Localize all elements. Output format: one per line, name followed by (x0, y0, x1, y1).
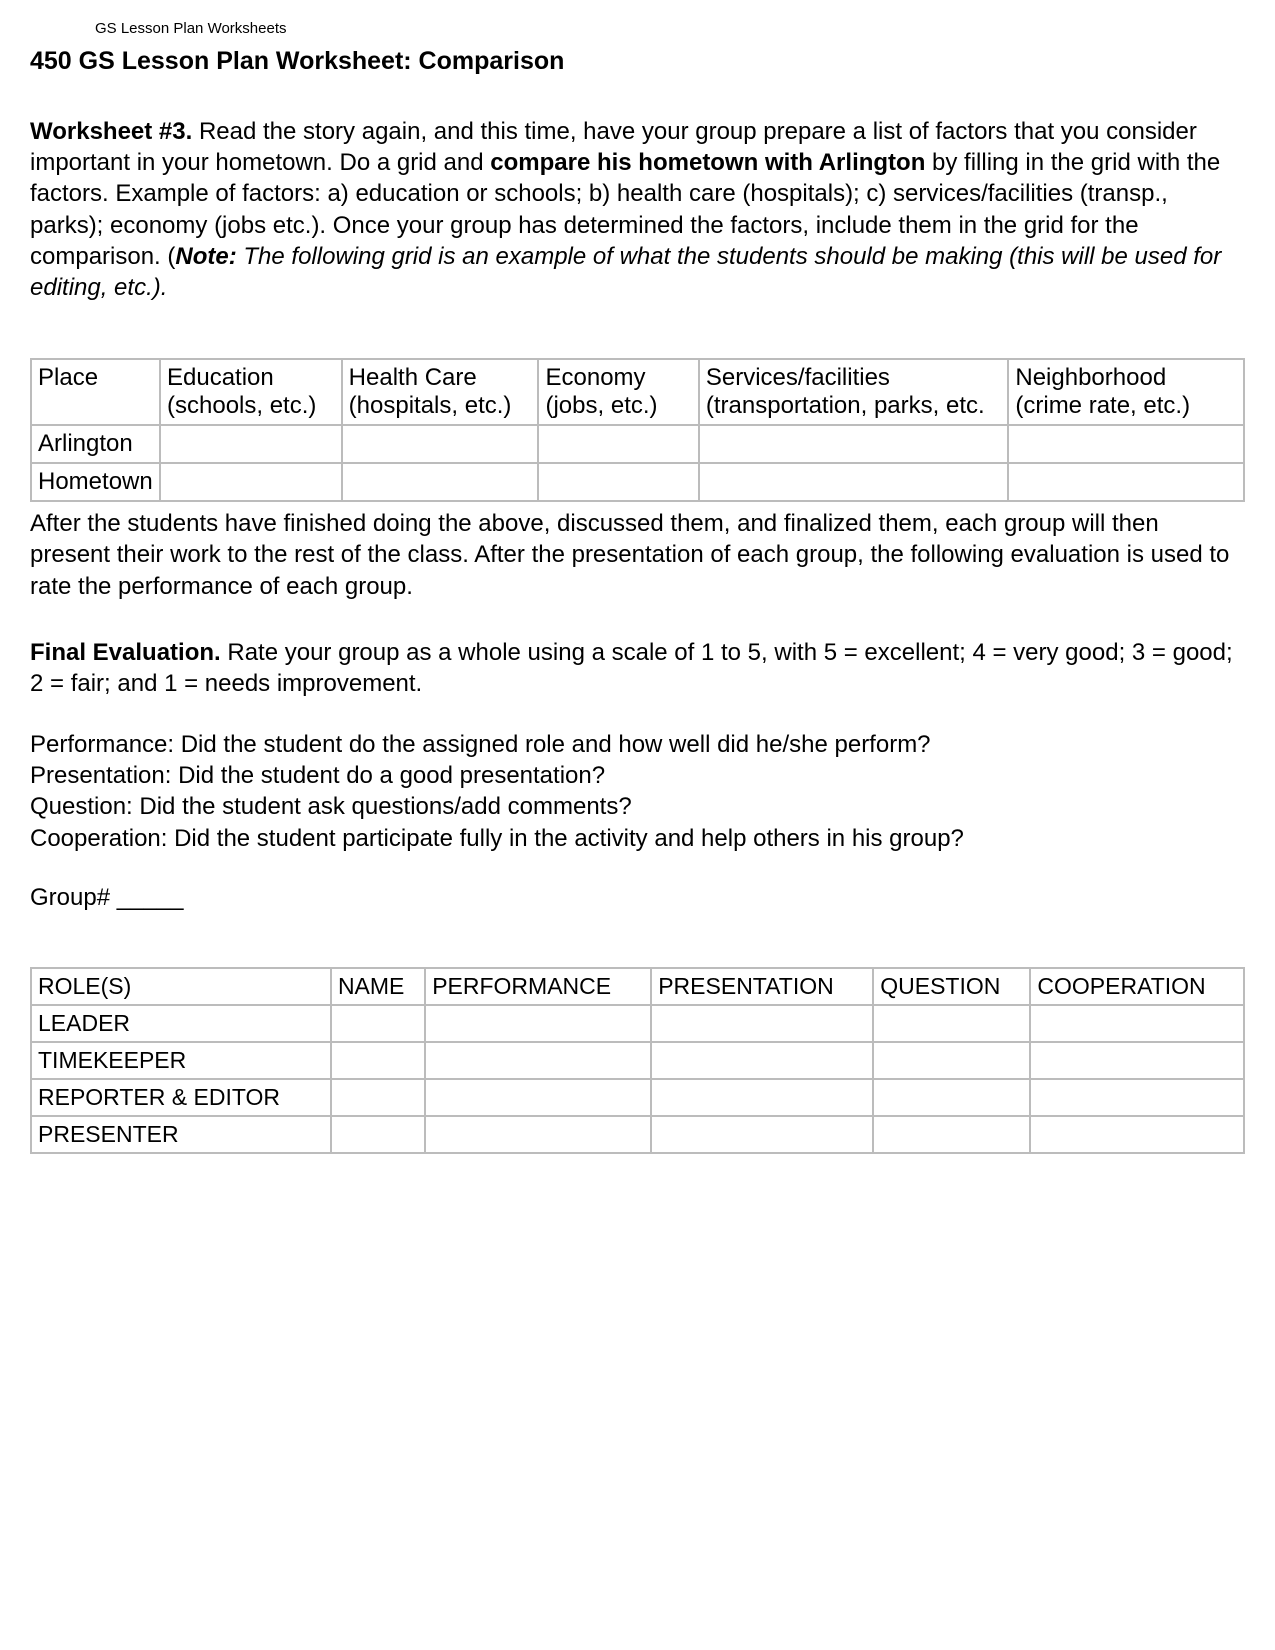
cell (425, 1116, 651, 1153)
col-healthcare: Health Care (hospitals, etc.) (342, 359, 539, 425)
table-header-row: Place Education (schools, etc.) Health C… (31, 359, 1244, 425)
cell (873, 1079, 1030, 1116)
cell (873, 1042, 1030, 1079)
table-row: REPORTER & EDITOR (31, 1079, 1244, 1116)
col-roles: ROLE(S) (31, 968, 331, 1005)
cell (699, 425, 1009, 463)
cell (873, 1116, 1030, 1153)
cell (331, 1116, 425, 1153)
comparison-table: Place Education (schools, etc.) Health C… (30, 358, 1245, 502)
worksheet-label: Worksheet #3. (30, 118, 192, 145)
cell: TIMEKEEPER (31, 1042, 331, 1079)
criteria-block: Performance: Did the student do the assi… (30, 729, 1245, 854)
col-name: NAME (331, 968, 425, 1005)
table-row: Hometown (31, 463, 1244, 501)
cell: LEADER (31, 1005, 331, 1042)
cell (425, 1042, 651, 1079)
col-education: Education (schools, etc.) (160, 359, 342, 425)
criteria-question: Question: Did the student ask questions/… (30, 791, 1245, 822)
table-row: LEADER (31, 1005, 1244, 1042)
cell (331, 1042, 425, 1079)
cell: REPORTER & EDITOR (31, 1079, 331, 1116)
col-place: Place (31, 359, 160, 425)
note-label: Note: (175, 243, 236, 270)
cell (538, 425, 698, 463)
cell (1030, 1116, 1244, 1153)
cell (425, 1079, 651, 1116)
cell (160, 463, 342, 501)
cell (1008, 463, 1244, 501)
worksheet-page: GS Lesson Plan Worksheets 450 GS Lesson … (0, 0, 1275, 1200)
cell (342, 425, 539, 463)
cell (331, 1079, 425, 1116)
cell (1008, 425, 1244, 463)
col-neighborhood: Neighborhood (crime rate, etc.) (1008, 359, 1244, 425)
table-row: PRESENTER (31, 1116, 1244, 1153)
col-presentation: PRESENTATION (651, 968, 873, 1005)
criteria-presentation: Presentation: Did the student do a good … (30, 760, 1245, 791)
cell (873, 1005, 1030, 1042)
table-row: Arlington (31, 425, 1244, 463)
col-question: QUESTION (873, 968, 1030, 1005)
criteria-performance: Performance: Did the student do the assi… (30, 729, 1245, 760)
cell (1030, 1079, 1244, 1116)
cell (651, 1005, 873, 1042)
page-header: GS Lesson Plan Worksheets (95, 20, 1245, 37)
worksheet-instructions: Worksheet #3. Read the story again, and … (30, 116, 1245, 303)
final-eval-label: Final Evaluation. (30, 639, 221, 666)
cell (651, 1116, 873, 1153)
col-cooperation: COOPERATION (1030, 968, 1244, 1005)
after-table-text: After the students have finished doing t… (30, 508, 1245, 602)
page-title: 450 GS Lesson Plan Worksheet: Comparison (30, 47, 1245, 76)
table-row: TIMEKEEPER (31, 1042, 1244, 1079)
cell (651, 1042, 873, 1079)
cell (1030, 1042, 1244, 1079)
criteria-cooperation: Cooperation: Did the student participate… (30, 823, 1245, 854)
table-header-row: ROLE(S) NAME PERFORMANCE PRESENTATION QU… (31, 968, 1244, 1005)
instr-bold: compare his hometown with Arlington (490, 149, 925, 176)
cell (538, 463, 698, 501)
cell: PRESENTER (31, 1116, 331, 1153)
cell (699, 463, 1009, 501)
col-services: Services/facilities (transportation, par… (699, 359, 1009, 425)
col-economy: Economy (jobs, etc.) (538, 359, 698, 425)
cell: Arlington (31, 425, 160, 463)
col-performance: PERFORMANCE (425, 968, 651, 1005)
group-number: Group# _____ (30, 884, 1245, 912)
cell: Hometown (31, 463, 160, 501)
cell (331, 1005, 425, 1042)
cell (1030, 1005, 1244, 1042)
evaluation-table: ROLE(S) NAME PERFORMANCE PRESENTATION QU… (30, 967, 1245, 1154)
cell (160, 425, 342, 463)
final-evaluation: Final Evaluation. Rate your group as a w… (30, 637, 1245, 699)
cell (651, 1079, 873, 1116)
cell (342, 463, 539, 501)
cell (425, 1005, 651, 1042)
